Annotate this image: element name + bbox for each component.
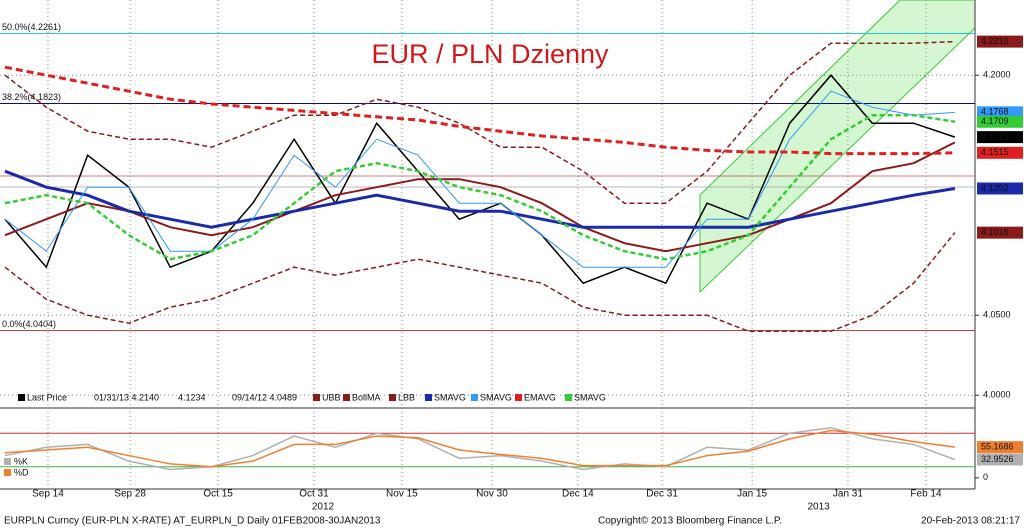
x-tick-label: Oct 31 (299, 489, 329, 500)
legend-label: LBB (398, 392, 415, 402)
series-line (4, 429, 955, 468)
legend-label: SMAVG (434, 392, 466, 402)
legend-swatch (313, 394, 320, 401)
y-tick-label: 4.0000 (983, 390, 1011, 400)
x-tick-label: Feb 14 (910, 489, 942, 500)
last-value-label: 4.1613 (981, 131, 1009, 141)
year-label: 2012 (312, 502, 335, 513)
series-line (4, 113, 956, 261)
x-tick-label: Nov 30 (476, 489, 508, 500)
last-value-box (977, 441, 1023, 454)
legend-label: %K (14, 456, 28, 466)
y-tick-label: 4.2000 (983, 70, 1011, 80)
series-line (4, 40, 955, 204)
legend-label: Last Price (27, 392, 67, 402)
level-label: 38.2%(4.1823) (2, 92, 61, 102)
x-tick-label: Sep 14 (32, 489, 64, 500)
last-value-box (977, 106, 1023, 119)
last-value-box (977, 115, 1023, 128)
last-value-label: 4.1709 (981, 116, 1009, 126)
series-line (4, 90, 955, 268)
y-tick-label: 0 (983, 472, 988, 482)
footer-right: 20-Feb-2013 08:21:17 (921, 516, 1020, 527)
last-value-box (977, 226, 1023, 239)
legend-info: 09/14/12 4.0489 (232, 392, 297, 402)
last-value-label: 4.1515 (981, 147, 1009, 157)
last-value-box (977, 146, 1023, 159)
last-value-label: 32.9526 (981, 454, 1014, 464)
series-line (4, 169, 956, 229)
x-tick-label: Dec 31 (646, 489, 678, 500)
legend-info: 01/31/13 4.2140 (94, 392, 159, 402)
legend-label: SMAVG (574, 392, 606, 402)
legend-label: UBB (322, 392, 341, 402)
footer-left: EURPLN Curncy (EUR-PLN X-RATE) AT_EURPLN… (4, 516, 381, 527)
legend-swatch (471, 394, 478, 401)
last-value-box (977, 453, 1023, 466)
year-label: 2013 (807, 502, 830, 513)
legend-swatch (18, 394, 25, 401)
legend-swatch (343, 394, 350, 401)
series-line (4, 426, 956, 471)
legend-info: 4.1234 (178, 392, 206, 402)
x-tick-label: Dec 14 (562, 489, 594, 500)
chart-title: EUR / PLN Dzienny (371, 39, 609, 69)
x-tick-label: Sep 28 (114, 489, 146, 500)
level-label: 0.0%(4.0404) (2, 319, 56, 329)
legend-label: %D (14, 467, 29, 477)
last-value-label: 4.2210 (981, 36, 1009, 46)
last-value-box (977, 182, 1023, 195)
legend-swatch (4, 469, 11, 476)
last-value-label: 4.1016 (981, 227, 1009, 237)
last-value-label: 4.1292 (981, 183, 1009, 193)
y-tick-label: 4.0500 (983, 310, 1011, 320)
legend-swatch (565, 394, 572, 401)
legend-swatch (515, 394, 522, 401)
legend-label: BollMA (352, 392, 381, 402)
footer-center: Copyright© 2013 Bloomberg Finance L.P. (598, 516, 782, 527)
legend-label: SMAVG (480, 392, 512, 402)
x-tick-label: Jan 31 (833, 489, 863, 500)
legend-label: EMAVG (524, 392, 556, 402)
x-tick-label: Oct 15 (203, 489, 233, 500)
last-value-box (977, 131, 1023, 144)
last-value-box (977, 35, 1023, 48)
legend-swatch (425, 394, 432, 401)
legend-swatch (4, 458, 11, 465)
last-value-label: 4.1768 (981, 107, 1009, 117)
x-tick-label: Jan 15 (737, 489, 767, 500)
legend-swatch (389, 394, 396, 401)
x-tick-label: Nov 15 (386, 489, 418, 500)
last-value-label: 55.1686 (981, 441, 1014, 451)
series-line (4, 65, 955, 156)
level-label: 50.0%(4.2261) (2, 22, 61, 32)
